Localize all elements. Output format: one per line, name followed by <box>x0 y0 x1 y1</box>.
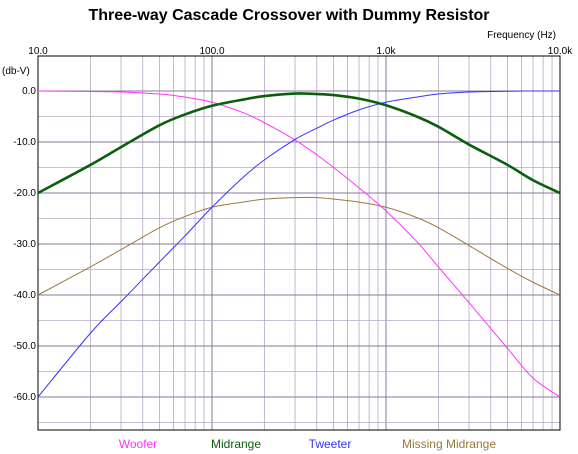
y-tick-label: -50.0 <box>13 341 36 352</box>
plot-background <box>38 56 560 430</box>
y-tick-label: -20.0 <box>13 188 36 199</box>
y-tick-label: 0.0 <box>22 86 36 97</box>
series-line-woofer <box>37 90 561 398</box>
x-tick-label: 10.0 <box>28 46 48 57</box>
legend-item-midrange: Midrange <box>211 437 261 451</box>
y-tick-label: -30.0 <box>13 239 36 250</box>
legend: Woofer Midrange Tweeter Missing Midrange <box>119 437 497 451</box>
chart-title: Three-way Cascade Crossover with Dummy R… <box>88 7 489 24</box>
series-line-midrange <box>37 92 561 195</box>
y-axis-label: (db-V) <box>2 66 30 77</box>
x-tick-label: 10.0k <box>548 46 573 57</box>
y-tick-label: -40.0 <box>13 290 36 301</box>
x-tick-label: 100.0 <box>199 46 224 57</box>
series-line-tweeter <box>37 90 561 398</box>
legend-item-missing-midrange: Missing Midrange <box>402 437 496 451</box>
x-axis-label: Frequency (Hz) <box>487 30 556 41</box>
y-tick-label: -10.0 <box>13 137 36 148</box>
legend-item-tweeter: Tweeter <box>309 437 352 451</box>
legend-item-woofer: Woofer <box>119 437 157 451</box>
y-tick-label: -60.0 <box>13 392 36 403</box>
plot-area: 10.0 100.0 1.0k 10.0k 0.0 -10.0 -20.0 -30.0 -40.… <box>13 46 573 431</box>
plot-frame <box>37 55 561 431</box>
series-line-missing-midrange <box>37 196 561 296</box>
x-tick-label: 1.0k <box>377 46 397 57</box>
